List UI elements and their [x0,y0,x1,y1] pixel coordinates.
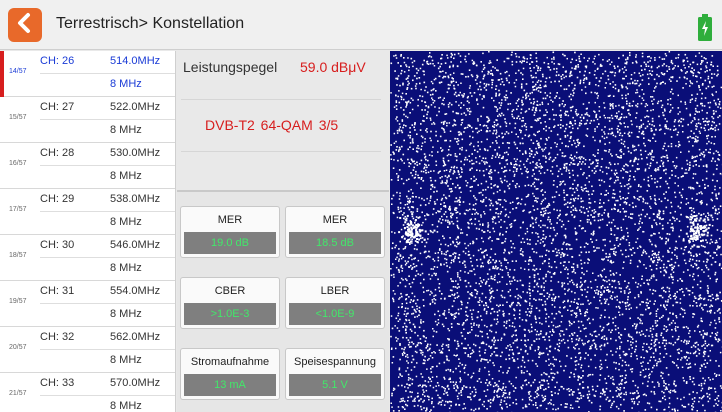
channel-row[interactable]: 21/57 CH: 33 570.0MHz 8 MHz [0,373,175,412]
divider [40,257,175,258]
divider [40,395,175,396]
modulation-info: DVB-T2 64-QAM 3/5 [205,117,339,133]
channel-number: CH: 31 [40,285,75,297]
channel-number: CH: 28 [40,147,75,159]
divider [181,99,381,100]
voltage-box: Speisespannung 5.1 V [285,348,385,400]
page-title: Terrestrisch> Konstellation [56,15,245,32]
channel-bandwidth: 8 MHz [110,78,142,90]
channel-index: 19/57 [9,298,27,305]
divider [40,211,175,212]
back-button[interactable] [8,8,42,42]
measurement-panel: Leistungspegel 59.0 dBμV DVB-T2 64-QAM 3… [177,51,389,412]
cber-value: >1.0E-3 [184,303,276,325]
mer-box-1: MER 19.0 dB [180,206,280,258]
channel-row[interactable]: 16/57 CH: 28 530.0MHz 8 MHz [0,143,175,189]
channel-frequency: 530.0MHz [110,147,161,159]
mer-label: MER [217,214,243,226]
lber-value: <1.0E-9 [289,303,381,325]
mer-label: MER [322,214,348,226]
channel-frequency: 522.0MHz [110,101,161,113]
channel-bandwidth: 8 MHz [110,170,142,182]
battery-charging-icon [697,14,713,42]
voltage-value: 5.1 V [289,374,381,396]
channel-number: CH: 33 [40,377,75,389]
channel-number: CH: 29 [40,193,75,205]
voltage-label: Speisespannung [294,356,376,368]
constellation-diagram [390,51,722,412]
divider [40,73,175,74]
channel-frequency: 570.0MHz [110,377,161,389]
channel-row[interactable]: 19/57 CH: 31 554.0MHz 8 MHz [0,281,175,327]
channel-row[interactable]: 18/57 CH: 30 546.0MHz 8 MHz [0,235,175,281]
channel-frequency: 554.0MHz [110,285,161,297]
channel-index: 20/57 [9,344,27,351]
channel-index: 18/57 [9,252,27,259]
channel-number: CH: 32 [40,331,75,343]
channel-bandwidth: 8 MHz [110,308,142,320]
channel-row[interactable]: 15/57 CH: 27 522.0MHz 8 MHz [0,97,175,143]
channel-index: 21/57 [9,390,27,397]
power-level-value: 59.0 dBμV [300,59,366,75]
channel-frequency: 514.0MHz [110,55,161,67]
constellation-plot [390,51,722,412]
signal-info: Leistungspegel 59.0 dBμV DVB-T2 64-QAM 3… [177,51,389,192]
mer-value: 19.0 dB [184,232,276,254]
channel-row[interactable]: 17/57 CH: 29 538.0MHz 8 MHz [0,189,175,235]
current-value: 13 mA [184,374,276,396]
top-bar: Terrestrisch> Konstellation [0,0,722,50]
channel-frequency: 538.0MHz [110,193,161,205]
channel-row[interactable]: 14/57 CH: 26 514.0MHz 8 MHz [0,51,175,97]
mer-box-2: MER 18.5 dB [285,206,385,258]
mer-value: 18.5 dB [289,232,381,254]
channel-bandwidth: 8 MHz [110,400,142,412]
channel-bandwidth: 8 MHz [110,354,142,366]
channel-row[interactable]: 20/57 CH: 32 562.0MHz 8 MHz [0,327,175,373]
channel-index: 14/57 [9,68,27,75]
current-box: Stromaufnahme 13 mA [180,348,280,400]
power-level-label: Leistungspegel [183,59,278,75]
channel-frequency: 562.0MHz [110,331,161,343]
current-label: Stromaufnahme [190,356,270,368]
divider [181,151,381,152]
channel-index: 15/57 [9,114,27,121]
cber-label: CBER [214,285,246,297]
lber-label: LBER [320,285,350,297]
channel-number: CH: 30 [40,239,75,251]
divider [40,349,175,350]
channel-number: CH: 27 [40,101,75,113]
divider [40,303,175,304]
channel-index: 17/57 [9,206,27,213]
channel-bandwidth: 8 MHz [110,262,142,274]
chevron-left-icon [14,12,36,39]
lber-box: LBER <1.0E-9 [285,277,385,329]
channel-frequency: 546.0MHz [110,239,161,251]
divider [40,119,175,120]
channel-index: 16/57 [9,160,27,167]
channel-list: 14/57 CH: 26 514.0MHz 8 MHz 15/57 CH: 27 522.0… [0,51,176,412]
cber-box: CBER >1.0E-3 [180,277,280,329]
channel-bandwidth: 8 MHz [110,124,142,136]
channel-bandwidth: 8 MHz [110,216,142,228]
divider [40,165,175,166]
active-marker [0,51,4,97]
channel-number: CH: 26 [40,55,75,67]
